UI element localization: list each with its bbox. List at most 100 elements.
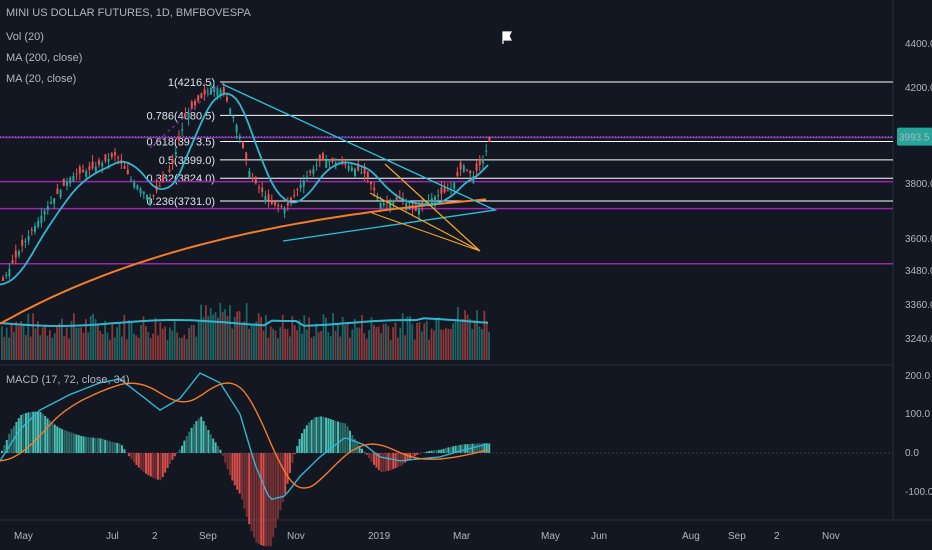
candle-body	[235, 124, 238, 133]
volume-bar	[118, 323, 121, 360]
legend-symbol[interactable]: MINI US DOLLAR FUTURES, 1D, BMFBOVESPA	[6, 7, 251, 19]
macd-histogram-bar	[428, 451, 431, 453]
candle-body	[11, 260, 14, 264]
macd-histogram-bar	[478, 443, 481, 453]
price-tick-label: 4400.0	[905, 39, 932, 50]
macd-histogram-bar	[265, 453, 267, 547]
volume-bar	[22, 324, 25, 360]
macd-histogram-bar	[89, 437, 92, 453]
macd-histogram-bar	[433, 450, 435, 453]
macd-histogram-bar	[130, 453, 133, 460]
macd-histogram-bar	[135, 453, 138, 465]
macd-histogram-bar	[325, 417, 327, 453]
macd-histogram-bar	[243, 453, 246, 509]
macd-histogram-bar	[113, 442, 116, 453]
macd-histogram-bar	[440, 449, 443, 453]
volume-bar	[327, 332, 330, 360]
macd-histogram-bar	[202, 421, 205, 453]
volume-bar	[217, 317, 219, 360]
macd-histogram-bar	[291, 453, 294, 463]
macd-histogram-bar	[183, 440, 186, 453]
candle-body	[267, 194, 270, 201]
time-tick-label: May	[541, 531, 560, 542]
volume-bar	[190, 324, 193, 360]
volume-bar	[385, 323, 387, 360]
volume-bar	[137, 337, 140, 360]
legend-vol[interactable]: Vol (20)	[6, 31, 44, 43]
candle-body	[66, 181, 68, 186]
candle-body	[482, 159, 484, 164]
macd-histogram-bar	[236, 453, 239, 490]
macd-histogram-bar	[358, 445, 361, 453]
macd-histogram-bar	[92, 437, 95, 453]
volume-bar	[89, 316, 92, 360]
macd-histogram-bar	[212, 438, 215, 453]
volume-bar	[301, 333, 303, 360]
macd-histogram-bar	[82, 436, 85, 453]
volume-bar	[269, 326, 272, 360]
volume-bar	[106, 332, 109, 360]
volume-bar	[425, 320, 428, 360]
macd-histogram-bar	[274, 453, 277, 528]
macd-histogram-bar	[214, 442, 217, 453]
candle-body	[146, 194, 148, 200]
time-tick-label: 2	[152, 531, 158, 542]
macd-histogram-bar	[58, 427, 61, 453]
legend-ma20[interactable]: MA (20, close)	[6, 73, 77, 85]
macd-histogram-bar	[267, 453, 270, 547]
volume-bar	[212, 314, 214, 360]
volume-bar	[377, 326, 380, 360]
volume-bar	[370, 317, 373, 360]
volume-bar	[325, 317, 327, 360]
volume-bar	[409, 316, 411, 360]
volume-bar	[8, 337, 10, 360]
volume-bar	[399, 327, 402, 360]
volume-bar	[298, 319, 301, 360]
macd-histogram-bar	[322, 416, 325, 453]
candle-body	[277, 204, 280, 207]
macd-histogram-bar	[118, 443, 121, 453]
macd-histogram-bar	[317, 416, 320, 453]
legend-macd[interactable]: MACD (17, 72, close, 34)	[6, 374, 130, 386]
volume-bar	[161, 328, 164, 360]
volume-bar	[303, 315, 306, 360]
volume-bar	[44, 324, 46, 360]
macd-histogram-bar	[334, 420, 337, 453]
volume-bar	[267, 337, 270, 360]
candle-body	[296, 188, 299, 190]
candle-body	[91, 161, 94, 169]
volume-bar	[159, 322, 162, 360]
volume-bar	[387, 326, 390, 360]
macd-histogram-bar	[483, 443, 486, 453]
price-tick-label: 3800.0	[905, 179, 932, 190]
volume-bar	[219, 302, 222, 360]
legend-ma200[interactable]: MA (200, close)	[6, 52, 83, 64]
macd-histogram-bar	[128, 453, 131, 457]
macd-tick-label: 100.0	[905, 409, 930, 420]
candle-body	[50, 202, 52, 204]
candle-body	[347, 165, 350, 170]
macd-histogram-bar	[423, 452, 426, 453]
candle-body	[200, 93, 203, 98]
macd-histogram-bar	[22, 414, 25, 453]
volume-bar	[485, 320, 488, 360]
volume-bar	[77, 327, 80, 360]
candle-body	[389, 201, 392, 209]
volume-bar	[123, 314, 126, 360]
volume-bar	[289, 336, 291, 360]
volume-bar	[421, 331, 423, 360]
macd-histogram-bar	[116, 443, 119, 453]
macd-histogram-bar	[476, 443, 479, 453]
volume-bar	[471, 329, 474, 360]
volume-bar	[449, 329, 452, 360]
macd-histogram-bar	[44, 416, 47, 453]
macd-histogram-bar	[413, 453, 416, 457]
macd-histogram-bar	[97, 438, 99, 453]
macd-histogram-bar	[363, 451, 366, 453]
macd-histogram-bar	[161, 453, 164, 478]
candle-body	[18, 251, 20, 256]
volume-bar	[185, 339, 188, 360]
macd-histogram-bar	[339, 422, 342, 453]
candle-body	[466, 169, 468, 171]
